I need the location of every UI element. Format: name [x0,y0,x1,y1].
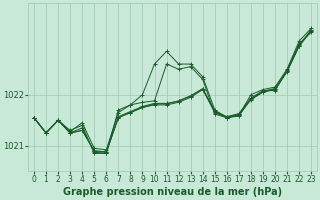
X-axis label: Graphe pression niveau de la mer (hPa): Graphe pression niveau de la mer (hPa) [63,187,282,197]
